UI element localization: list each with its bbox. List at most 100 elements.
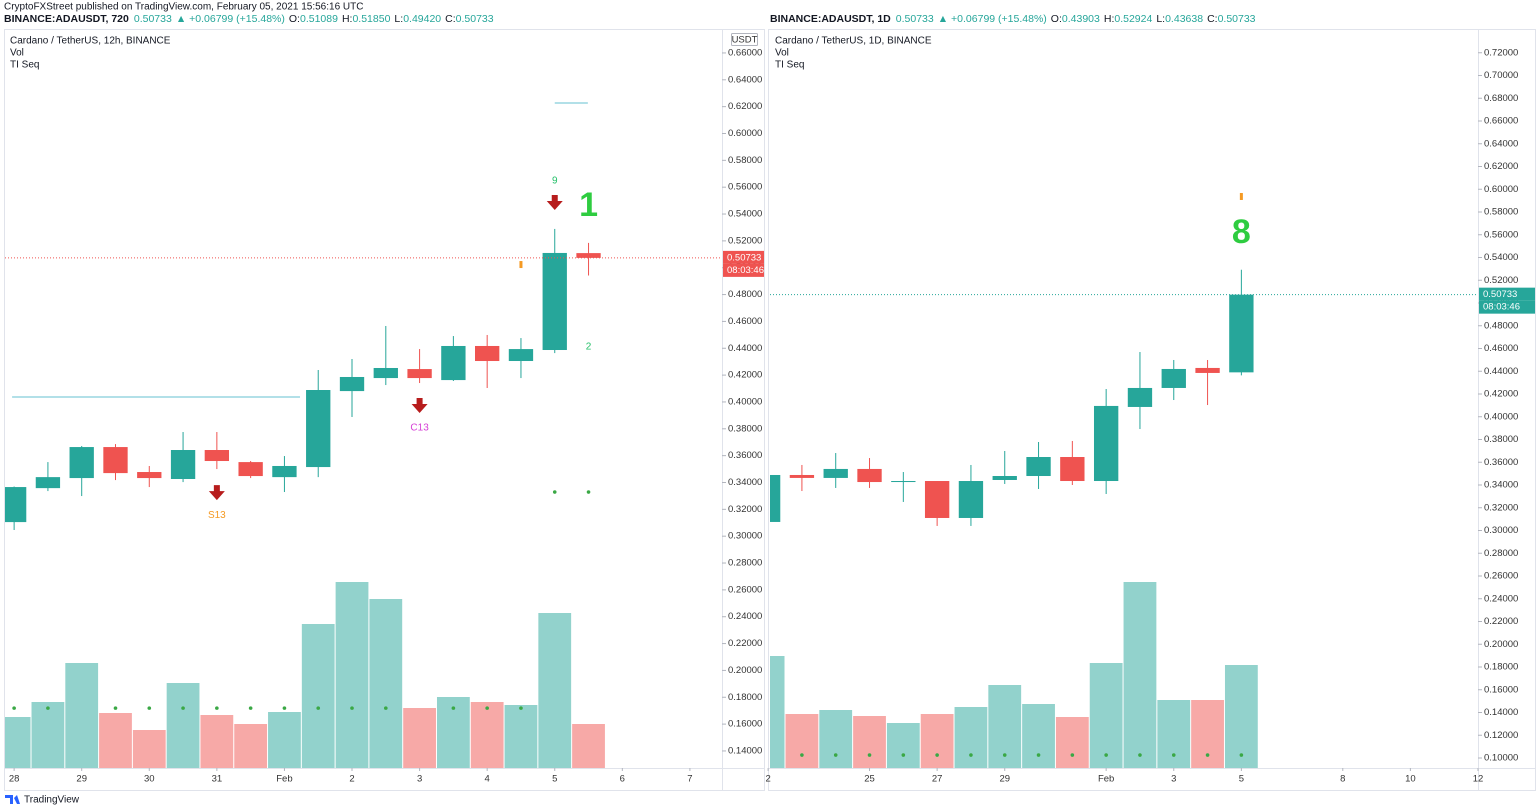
y-tick-label: 0.58000 xyxy=(1484,207,1518,218)
candle-body xyxy=(475,345,500,362)
x-tick-label: 5 xyxy=(1239,774,1244,785)
y-tick-label: 0.54000 xyxy=(1484,252,1518,263)
candle-body xyxy=(272,465,297,478)
signal-dot xyxy=(800,753,804,757)
symbol: BINANCE:ADAUSDT, 720 xyxy=(4,13,129,25)
seq-label: C13 xyxy=(410,423,429,434)
ohlc-value: 0.50733 xyxy=(1218,13,1256,25)
volume-bar xyxy=(1191,700,1224,768)
y-tick-label: 0.10000 xyxy=(1484,753,1518,764)
signal-flag xyxy=(1239,192,1243,200)
x-tick-label: 2 xyxy=(765,774,770,785)
ohlc-value: 0.52924 xyxy=(1114,13,1152,25)
candle-body xyxy=(770,474,781,522)
volume-bar xyxy=(920,714,954,768)
ohlc-label: H: xyxy=(342,13,353,25)
x-tick-label: 29 xyxy=(76,774,87,785)
plot-area xyxy=(770,192,1478,768)
y-tick-label: 0.66000 xyxy=(1484,116,1518,127)
y-tick-label: 0.60000 xyxy=(728,128,762,139)
y-tick-label: 0.48000 xyxy=(728,289,762,300)
y-tick-label: 0.46000 xyxy=(1484,343,1518,354)
indicator-name: Vol xyxy=(775,48,789,59)
volume-bar xyxy=(1055,717,1089,768)
signal-dot xyxy=(147,706,152,710)
volume-bar xyxy=(5,717,31,768)
volume-bar xyxy=(1022,704,1055,768)
candle-body xyxy=(137,472,162,479)
candle-body xyxy=(542,252,567,351)
signal-dot xyxy=(1205,753,1210,757)
y-tick-label: 0.68000 xyxy=(1484,93,1518,104)
signal-dot xyxy=(1239,753,1244,757)
y-tick-label: 0.40000 xyxy=(728,396,762,407)
y-tick-label: 0.66000 xyxy=(728,47,762,58)
ohlc-value: 0.51850 xyxy=(352,13,390,25)
x-tick-label: 3 xyxy=(417,774,422,785)
ohlc-label: C: xyxy=(445,13,456,25)
y-tick-label: 0.44000 xyxy=(1484,366,1518,377)
x-tick-label: 30 xyxy=(144,774,155,785)
candle-body xyxy=(1026,457,1051,477)
y-tick-label: 0.16000 xyxy=(1484,684,1518,695)
x-tick-label: Feb xyxy=(1098,774,1114,785)
seq-label: 9 xyxy=(552,176,558,187)
x-tick-label: 8 xyxy=(1340,774,1345,785)
candle-body xyxy=(69,447,94,479)
candle-body xyxy=(35,477,61,489)
footer-logo xyxy=(5,795,20,804)
y-tick-label: 0.36000 xyxy=(1484,457,1518,468)
currency-label: USDT xyxy=(732,35,758,46)
y-tick-label: 0.20000 xyxy=(728,665,762,676)
volume-bar xyxy=(770,656,785,768)
candle-body xyxy=(1093,405,1119,482)
seq-label: 1 xyxy=(579,186,598,224)
x-tick-label: 5 xyxy=(552,774,557,785)
signal-dot xyxy=(586,490,591,494)
candle-body xyxy=(441,345,466,381)
footer-brand[interactable]: TradingView xyxy=(24,795,80,806)
volume-bar xyxy=(335,582,369,768)
candle-body xyxy=(238,462,263,477)
signal-dot xyxy=(833,753,838,757)
y-tick-label: 0.40000 xyxy=(1484,411,1518,422)
signal-dot xyxy=(248,706,253,710)
countdown-box xyxy=(1479,300,1535,314)
y-tick-label: 0.34000 xyxy=(1484,480,1518,491)
volume-bar xyxy=(200,715,234,768)
y-tick-label: 0.72000 xyxy=(1484,47,1518,58)
volume-bar xyxy=(954,707,988,768)
signal-dot xyxy=(969,753,973,757)
x-tick-label: 27 xyxy=(932,774,943,785)
signal-dot xyxy=(1036,753,1041,757)
y-tick-label: 0.56000 xyxy=(728,182,762,193)
signal-dot xyxy=(1138,753,1142,757)
ohlc-label: H: xyxy=(1104,13,1115,25)
y-tick-label: 0.22000 xyxy=(1484,616,1518,627)
volume-bar xyxy=(65,663,99,768)
signal-dot xyxy=(316,706,321,710)
y-tick-label: 0.18000 xyxy=(728,692,762,703)
y-tick-label: 0.20000 xyxy=(1484,639,1518,650)
signal-dot xyxy=(519,706,523,710)
symbol-header: BINANCE:ADAUSDT, 720 0.50733 ▲ +0.06799 (+… xyxy=(4,13,494,25)
y-tick-label: 0.70000 xyxy=(1484,70,1518,81)
signal-dot xyxy=(282,706,287,710)
volume-bar xyxy=(99,713,132,768)
price-box xyxy=(723,250,764,264)
ohlc-value: 0.50733 xyxy=(456,13,494,25)
candle-body xyxy=(1127,387,1153,407)
candle-body xyxy=(103,447,128,474)
change: ▲ +0.06799 (+15.48%) xyxy=(938,13,1047,25)
candle-body xyxy=(508,349,534,362)
candle-body xyxy=(373,367,398,379)
x-tick-label: 6 xyxy=(620,774,625,785)
indicator-name: TI Seq xyxy=(10,60,39,71)
volume-bar xyxy=(1089,663,1123,768)
signal-dot xyxy=(485,706,489,710)
y-tick-label: 0.44000 xyxy=(728,343,762,354)
x-tick-label: 3 xyxy=(1171,774,1176,785)
x-tick-label: 25 xyxy=(864,774,875,785)
x-tick-label: 10 xyxy=(1405,774,1416,785)
